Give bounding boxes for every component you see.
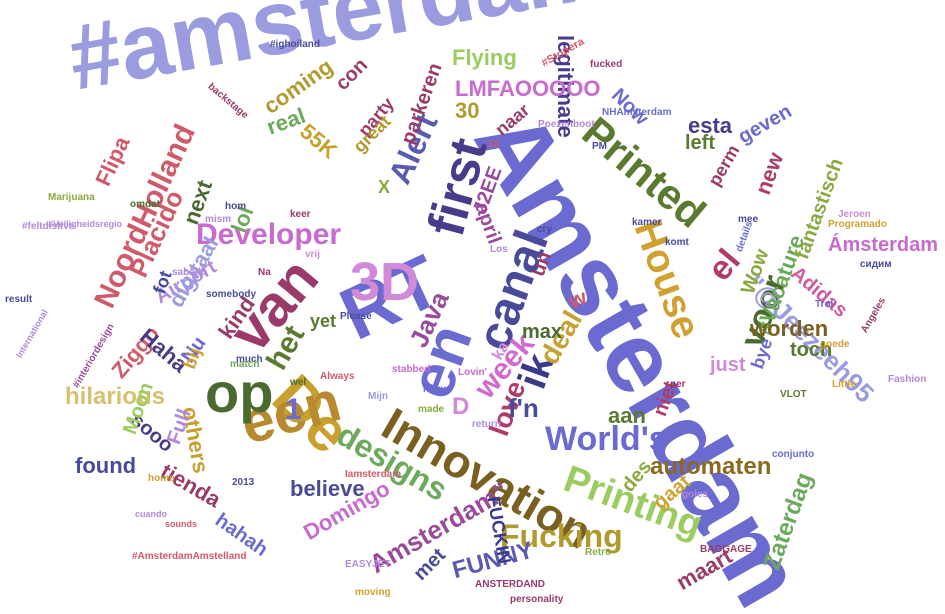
word: worden [750, 316, 829, 341]
word: #feltdistive [22, 221, 75, 232]
word: D [452, 393, 470, 420]
word: EASYJET [345, 559, 391, 570]
word: 1 [285, 393, 302, 426]
word: just [710, 354, 746, 376]
word: 2013 [232, 477, 255, 488]
word: NHAmsterdam [602, 107, 672, 118]
word: Fashion [888, 374, 927, 385]
word: #AmsterdamAmstelland [132, 551, 247, 562]
word: aan [608, 403, 646, 428]
word: esta [688, 113, 733, 138]
word: much [236, 354, 263, 365]
word: left [685, 132, 715, 154]
word: Fucking [500, 518, 623, 554]
word: Na [258, 267, 271, 278]
word: Mijn [368, 391, 388, 402]
word: Developer [196, 218, 342, 251]
word: backstage [205, 81, 251, 122]
word: cry [537, 224, 553, 235]
word: mee [738, 214, 759, 225]
word: Noruz [423, 384, 452, 395]
word: hilarious [65, 383, 166, 410]
word: made [418, 404, 445, 415]
word: Programado [828, 219, 887, 230]
word: Flying [452, 45, 517, 70]
word: 3D [350, 252, 420, 312]
word: fucked [590, 59, 623, 70]
word: Trol [815, 299, 834, 310]
word: World's [545, 420, 668, 458]
word: goles [682, 489, 709, 500]
word: return [472, 419, 501, 430]
word: Always [320, 371, 355, 382]
word: somebody [206, 289, 257, 300]
word: believe [290, 476, 365, 501]
word: International [14, 307, 50, 360]
word: PM [592, 141, 607, 152]
word: op [205, 361, 274, 424]
word: f'n [508, 393, 539, 423]
word: geven [734, 100, 796, 149]
word: keer [290, 209, 311, 220]
word: omdat [130, 199, 160, 210]
word: Please [340, 311, 372, 322]
word: Marijuana [48, 192, 95, 203]
word: result [5, 294, 33, 305]
word: toch [790, 339, 833, 361]
word: conjunto [772, 449, 815, 460]
word: #ighoiland [270, 39, 320, 50]
word: LMFAOOOOO [455, 76, 601, 101]
word: Poezenboot [538, 119, 595, 130]
word: goede [820, 339, 850, 350]
word: hom [225, 201, 247, 212]
word: Los [490, 244, 508, 255]
word: komt [665, 237, 689, 248]
word: per [670, 379, 686, 390]
word: kamer [632, 217, 662, 228]
word: Flipa [90, 132, 135, 190]
word: great [349, 111, 395, 157]
word: VLOT [780, 389, 807, 400]
word: stabbed [392, 364, 431, 375]
word: new [750, 149, 789, 198]
word: Retro [585, 547, 612, 558]
word: 30 [455, 98, 480, 123]
word: match [230, 359, 260, 370]
word: automaten [650, 453, 772, 480]
word: cuando [135, 509, 168, 519]
word: 10 [488, 139, 500, 150]
word: #Veiligheidsregio [48, 219, 123, 229]
word: Iamsterdam [345, 469, 402, 480]
word: found [75, 453, 137, 478]
word: BAGGAGE [700, 544, 752, 555]
word: Ámsterdam [828, 234, 939, 256]
word: mism [205, 214, 232, 225]
word: personality [510, 594, 564, 605]
word: sabado [172, 267, 208, 278]
word: home [148, 473, 175, 484]
word: ANSTERDAND [475, 579, 545, 590]
word: moving [355, 587, 391, 598]
word: max [522, 321, 563, 343]
word: sounds [165, 519, 198, 529]
word: Little [832, 379, 856, 390]
word: wel [290, 377, 307, 388]
word: yet [310, 311, 337, 331]
word: сидим [860, 259, 892, 270]
word: Angeles [859, 295, 889, 335]
word: Jeroen [838, 209, 871, 220]
word: X [378, 177, 391, 197]
word: #interiordesign [71, 321, 117, 390]
word: vrij [305, 249, 321, 260]
word: Lovin' [458, 367, 488, 378]
